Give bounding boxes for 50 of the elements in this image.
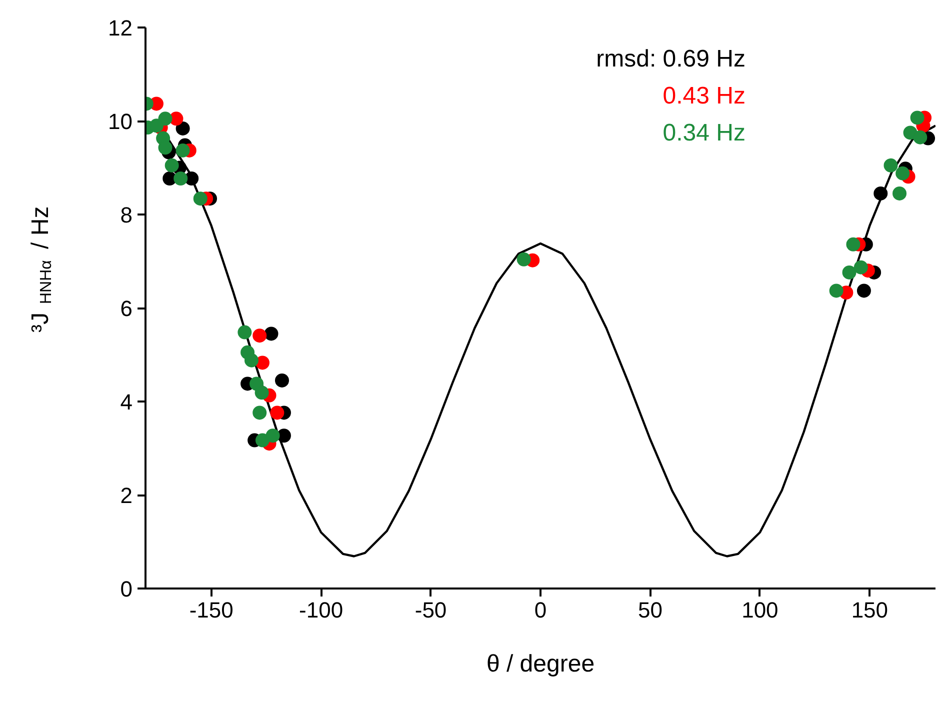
text: rmsd: 0.69 Hz [596, 46, 746, 72]
point [266, 428, 280, 443]
point [238, 325, 252, 340]
point [274, 373, 289, 388]
point [846, 237, 860, 252]
x-tick-label: 150 [851, 598, 888, 622]
text: 0.34 Hz [662, 120, 746, 146]
y-axis-title: ³JHNHα / Hz [27, 206, 55, 333]
point [244, 353, 258, 368]
x-axis-title: θ / degree [486, 650, 595, 678]
point [255, 433, 270, 448]
point [252, 406, 267, 420]
point [874, 186, 888, 200]
x-tick-label: 0 [534, 598, 547, 622]
point [896, 166, 910, 180]
point [176, 143, 190, 158]
y-tick-label: 6 [120, 296, 133, 321]
point [270, 406, 284, 420]
y-tick-label: 2 [120, 483, 133, 508]
point [829, 284, 844, 298]
x-tick-label: 100 [742, 598, 778, 622]
x-tick-label: -150 [189, 598, 234, 622]
point [158, 140, 172, 155]
point [176, 121, 190, 136]
point [842, 265, 856, 280]
point [276, 428, 291, 443]
y-tick-label: 4 [120, 390, 133, 414]
text: 0.43 Hz [662, 82, 746, 110]
point [254, 386, 269, 400]
y-tick-label: 0 [120, 576, 133, 602]
point [910, 110, 924, 125]
point [264, 326, 278, 341]
point [255, 356, 270, 370]
point [892, 186, 907, 200]
y-tick-label: 10 [108, 109, 133, 134]
point [149, 118, 164, 133]
point [193, 192, 208, 206]
x-tick-label: -100 [299, 598, 344, 622]
x-tick-label: 50 [638, 598, 662, 622]
point [164, 158, 179, 172]
point [854, 260, 868, 274]
point [252, 328, 267, 343]
y-tick-label: 12 [108, 16, 133, 40]
x-tick-label: -50 [414, 598, 447, 622]
point [516, 252, 531, 266]
point [174, 172, 188, 186]
point [856, 284, 871, 298]
point [884, 158, 898, 172]
point [913, 130, 928, 144]
y-tick-label: 8 [120, 202, 133, 228]
